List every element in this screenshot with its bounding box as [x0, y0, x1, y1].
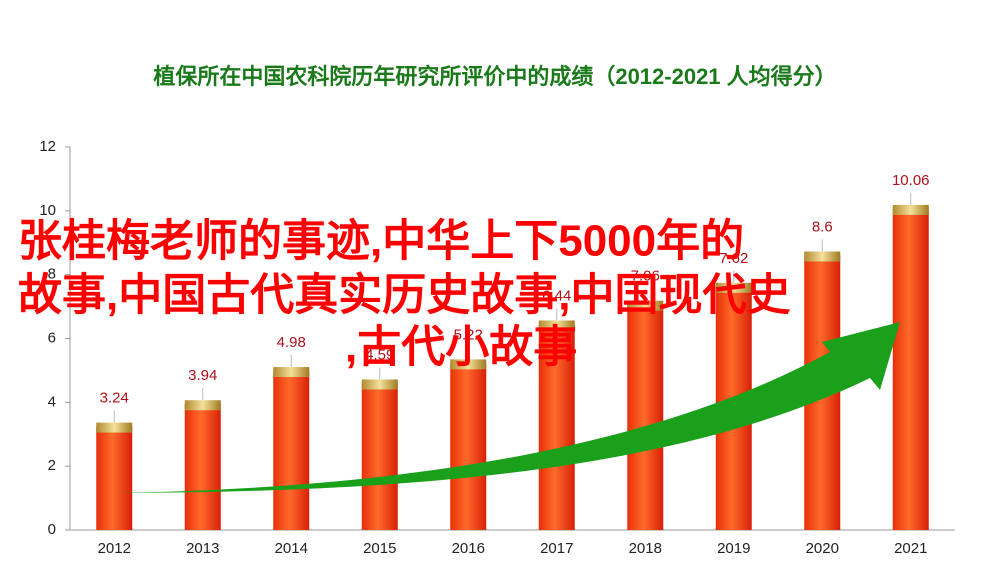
x-tick-label: 2020 — [806, 540, 839, 557]
y-tick-label: 4 — [48, 393, 56, 410]
value-label: 3.94 — [188, 367, 217, 384]
x-tick-label: 2015 — [363, 540, 396, 557]
bar-cap — [538, 320, 575, 331]
bar — [184, 404, 221, 530]
x-tick-label: 2014 — [275, 540, 308, 557]
y-tick-label: 2 — [48, 457, 56, 474]
x-tick-label: 2019 — [717, 540, 750, 557]
overlay-text: ,古代小故事 — [345, 323, 577, 372]
x-tick-label: 2021 — [894, 540, 927, 557]
bar — [892, 208, 929, 530]
y-tick-label: 10 — [39, 202, 56, 219]
bar-cap — [715, 282, 752, 293]
bar — [450, 363, 487, 530]
bar-cap — [804, 251, 841, 262]
bar — [96, 426, 133, 530]
bar-cap — [273, 367, 310, 378]
value-label: 4.98 — [277, 334, 306, 351]
y-tick-label: 6 — [48, 329, 56, 346]
overlay-text: 故事,中国古代真实历史故事,中国现代史 — [18, 271, 790, 320]
bar — [538, 324, 575, 530]
value-label: 7.62 — [719, 250, 748, 267]
bar-cap — [184, 400, 221, 411]
y-tick-label: 0 — [48, 521, 56, 538]
value-label: 7.06 — [631, 268, 660, 285]
value-label: 6.44 — [542, 287, 571, 304]
bar — [361, 383, 398, 530]
x-tick-label: 2012 — [98, 540, 131, 557]
value-label: 10.06 — [892, 172, 930, 189]
bar-cap — [361, 379, 398, 390]
value-label: 4.59 — [365, 346, 394, 363]
x-tick-label: 2018 — [629, 540, 662, 557]
bar-cap — [892, 204, 929, 215]
value-label: 3.24 — [100, 390, 129, 407]
value-label: 5.22 — [454, 326, 483, 343]
bar-cap — [627, 300, 664, 311]
bar-cap — [96, 422, 133, 433]
x-tick-label: 2017 — [540, 540, 573, 557]
bar — [273, 371, 310, 530]
overlay-text: 张桂梅老师的事迹,中华上下5000年的 — [18, 217, 744, 266]
bar-cap — [450, 359, 487, 370]
chart-title: 植保所在中国农科院历年研究所评价中的成绩（2012-2021 人均得分） — [153, 64, 836, 89]
trend-arrow — [115, 322, 900, 493]
y-tick-label: 12 — [39, 138, 56, 155]
value-label: 8.6 — [812, 218, 833, 235]
bar — [627, 304, 664, 530]
y-tick-label: 8 — [48, 266, 56, 283]
x-tick-label: 2013 — [186, 540, 219, 557]
x-tick-label: 2016 — [452, 540, 485, 557]
